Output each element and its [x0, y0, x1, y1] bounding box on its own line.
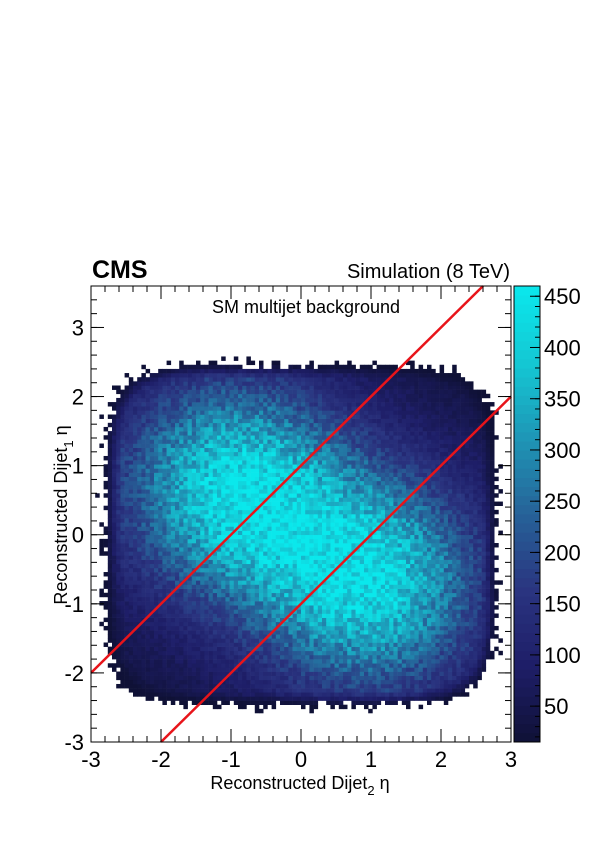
y-axis-label-subscript: 1	[61, 440, 76, 447]
x-axis-label: Reconstructed Dijet2 η	[210, 773, 389, 798]
colorbar-tick-label: 300	[544, 438, 581, 463]
x-tick-label: -1	[221, 747, 241, 772]
y-axis-label-suffix: η	[51, 425, 71, 440]
colorbar-tick-label: 50	[544, 694, 568, 719]
colorbar-tick-label: 350	[544, 387, 581, 412]
simulation-label: Simulation (8 TeV)	[347, 261, 510, 283]
colorbar-tick-label: 250	[544, 489, 581, 514]
x-axis-label-subscript: 2	[367, 783, 374, 798]
colorbar-tick-label: 150	[544, 592, 581, 617]
y-tick-label: 2	[72, 385, 84, 410]
colorbar-tick-label: 400	[544, 335, 581, 360]
colorbar-axis: 50 100 150 200 250 300 350 400 450	[530, 284, 581, 738]
x-tick-label: 2	[435, 747, 447, 772]
annotation: SM multijet background	[212, 297, 400, 317]
x-tick-label: -3	[81, 747, 101, 772]
x-tick-label: -2	[151, 747, 171, 772]
y-tick-label: -3	[64, 730, 84, 755]
x-tick-label: 0	[295, 747, 307, 772]
upper-cut	[90, 285, 484, 674]
colorbar	[513, 285, 541, 743]
cut-lines	[90, 285, 512, 743]
heatmap-cells	[95, 356, 503, 714]
x-axis-label-suffix: η	[375, 773, 390, 793]
x-axis-label-prefix: Reconstructed Dijet	[210, 773, 367, 793]
x-tick-label: 3	[505, 747, 517, 772]
colorbar-tick-label: 200	[544, 540, 581, 565]
experiment-label: CMS	[92, 256, 148, 284]
x-tick-label: 1	[365, 747, 377, 772]
y-axis: -3 -2 -1 0 1 2 3	[64, 285, 511, 755]
y-tick-label: -1	[64, 592, 84, 617]
x-axis: -3 -2 -1 0 1 2 3	[81, 286, 517, 772]
y-axis-label: Reconstructed Dijet1 η	[51, 425, 76, 604]
lower-cut	[160, 395, 512, 743]
y-tick-label: -2	[64, 661, 84, 686]
y-tick-label: 0	[72, 523, 84, 548]
colorbar-tick-label: 100	[544, 643, 581, 668]
y-axis-label-prefix: Reconstructed Dijet	[51, 448, 71, 605]
y-tick-label: 3	[72, 315, 84, 340]
y-tick-label: 1	[72, 454, 84, 479]
colorbar-tick-label: 450	[544, 284, 581, 309]
